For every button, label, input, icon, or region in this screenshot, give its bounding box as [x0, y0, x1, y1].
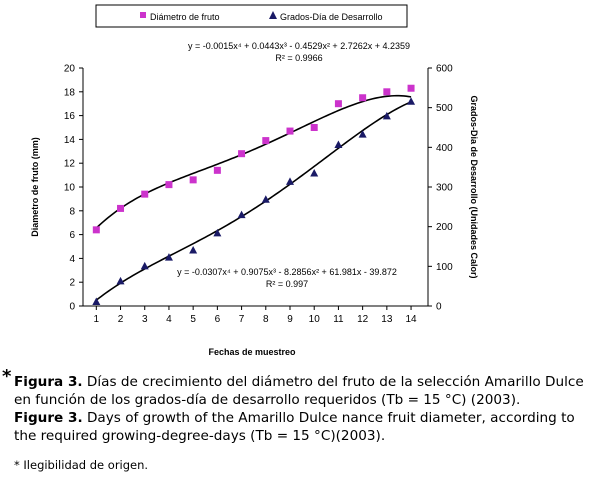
legend: Diámetro de fruto Grados-Día de Desarrol… [95, 4, 408, 28]
series-grados [92, 97, 416, 306]
y-tick-label: 14 [64, 135, 76, 146]
x-tick-label: 13 [381, 314, 393, 325]
x-tick-label: 6 [215, 314, 221, 325]
trendline-diametro [95, 94, 412, 229]
grados-point [237, 210, 246, 219]
y2-tick-label: 100 [436, 262, 453, 273]
diametro-point [238, 150, 246, 158]
legend-marker-diametro [140, 12, 146, 18]
diametro-point [213, 166, 221, 174]
y-tick-label: 4 [69, 254, 75, 265]
x-tick-label: 10 [309, 314, 321, 325]
x-tick-label: 9 [287, 314, 293, 325]
diametro-point [262, 137, 270, 145]
x-tick-label: 8 [263, 314, 269, 325]
x-axis-ticks: 1 2 3 4 5 6 7 8 9 10 11 12 13 14 [94, 306, 417, 325]
x-tick-label: 14 [405, 314, 417, 325]
y-tick-label: 0 [69, 302, 75, 313]
y-axis-title: Diametro de fruto (mm) [30, 137, 40, 237]
grados-point [92, 297, 101, 306]
diametro-point [334, 100, 342, 108]
y2-tick-label: 300 [436, 183, 453, 194]
caption-en: Figure 3. Days of growth of the Amarillo… [14, 409, 592, 445]
x-tick-label: 12 [357, 314, 369, 325]
r2-diametro: R² = 0.9966 [275, 53, 322, 63]
x-tick-label: 1 [94, 314, 100, 325]
y-tick-label: 16 [64, 111, 76, 122]
diametro-point [189, 176, 197, 184]
caption-asterisk: * [2, 366, 12, 387]
diametro-point [117, 204, 125, 212]
grados-point [310, 169, 319, 177]
grados-point [382, 111, 391, 120]
legend-label-grados: Grados-Día de Desarrollo [280, 12, 383, 22]
diametro-point [407, 84, 415, 92]
grados-point [286, 177, 294, 185]
diametro-point [165, 181, 173, 189]
x-tick-label: 7 [239, 314, 245, 325]
series-diametro [92, 84, 415, 234]
equation-diametro: y = -0.0015x⁴ + 0.0443x³ - 0.4529x² + 2.… [188, 41, 410, 51]
right-axis-ticks: 0 100 200 300 400 500 600 [428, 64, 453, 313]
trendline-grados [95, 101, 412, 301]
x-tick-label: 2 [118, 314, 124, 325]
x-tick-label: 3 [142, 314, 148, 325]
y2-tick-label: 400 [436, 143, 453, 154]
caption-en-text: Days of growth of the Amarillo Dulce nan… [14, 410, 575, 444]
legend-label-diametro: Diámetro de fruto [150, 12, 220, 22]
x-axis-title: Fechas de muestreo [208, 347, 296, 357]
y-tick-label: 10 [64, 183, 76, 194]
grados-point [164, 253, 173, 261]
diametro-point [92, 226, 100, 234]
y-tick-label: 2 [69, 278, 75, 289]
grados-point [116, 276, 125, 285]
y2-tick-label: 0 [436, 302, 442, 313]
y-tick-label: 18 [64, 87, 76, 98]
diametro-point [286, 127, 294, 135]
y2-tick-label: 600 [436, 64, 453, 75]
r2-grados: R² = 0.997 [266, 279, 308, 289]
y-tick-label: 20 [64, 64, 76, 75]
caption-es-text: Días de crecimiento del diámetro del fru… [14, 374, 584, 408]
equation-grados: y = -0.0307x⁴ + 0.9075x³ - 8.2856x² + 61… [177, 267, 397, 277]
x-tick-label: 5 [190, 314, 196, 325]
grados-point [213, 228, 222, 237]
footnote: * Ilegibilidad de origen. [14, 458, 149, 472]
x-tick-label: 11 [333, 314, 344, 325]
diametro-point [359, 94, 367, 102]
grados-point [334, 140, 343, 148]
diametro-point [383, 88, 391, 96]
y2-tick-label: 500 [436, 103, 453, 114]
caption-en-label: Figure 3. [14, 410, 83, 426]
caption-es-label: Figura 3. [14, 374, 83, 390]
y-tick-label: 12 [64, 159, 76, 170]
x-tick-label: 4 [166, 314, 172, 325]
chart: Diámetro de fruto Grados-Día de Desarrol… [30, 4, 479, 357]
diametro-point [310, 124, 318, 131]
legend-marker-grados [269, 11, 277, 19]
grados-point [407, 97, 416, 105]
grados-point [261, 195, 270, 203]
diametro-point [141, 190, 149, 198]
y2-tick-label: 200 [436, 222, 453, 233]
left-axis-ticks: 0 2 4 6 8 10 12 14 16 18 20 [64, 64, 83, 313]
y2-axis-title: Grados-Dia de Desarrollo (Unidades Calor… [469, 95, 479, 278]
grados-point [358, 130, 367, 138]
caption-es: Figura 3. Días de crecimiento del diámet… [14, 373, 592, 409]
grados-point [189, 245, 198, 254]
grados-point [140, 261, 149, 270]
y-tick-label: 8 [69, 206, 75, 217]
y-tick-label: 6 [69, 230, 75, 241]
